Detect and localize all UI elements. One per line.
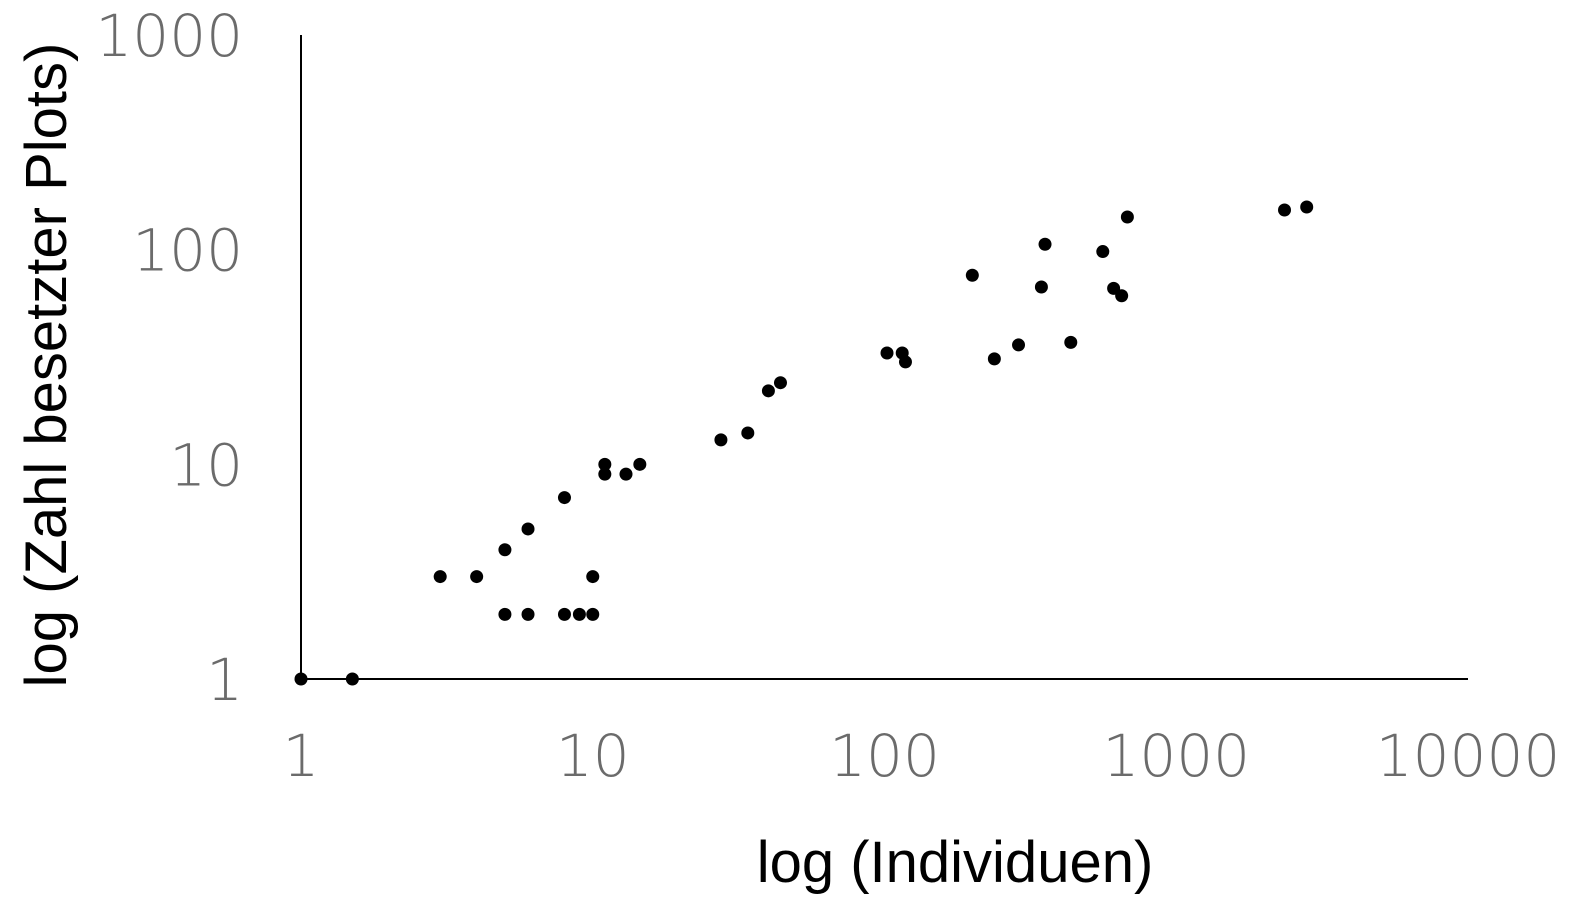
data-point	[1012, 338, 1026, 352]
data-point	[761, 384, 775, 398]
x-tick-label: 10000	[1376, 722, 1561, 790]
data-point	[1115, 289, 1129, 303]
x-tick-label: 1	[283, 722, 320, 790]
data-point	[521, 607, 535, 621]
data-point	[1064, 335, 1078, 349]
data-point	[1278, 203, 1292, 217]
data-point	[1034, 280, 1048, 294]
data-point	[1096, 245, 1110, 259]
data-point	[633, 457, 647, 471]
data-point	[880, 346, 894, 360]
data-point	[1300, 200, 1314, 214]
data-point	[898, 355, 912, 369]
data-point	[345, 672, 359, 686]
data-point	[572, 607, 586, 621]
data-point	[433, 570, 447, 584]
data-point	[1038, 237, 1052, 251]
x-tick-label: 10	[556, 722, 630, 790]
data-point	[586, 570, 600, 584]
x-tick-label: 1000	[1102, 722, 1250, 790]
y-tick-labels: 1 10 100 1000	[95, 2, 243, 714]
data-point	[965, 268, 979, 282]
data-points	[294, 200, 1314, 686]
data-point	[773, 376, 787, 390]
y-tick-label: 1	[206, 646, 243, 714]
data-point	[1120, 210, 1134, 224]
data-point	[714, 433, 728, 447]
y-tick-label: 100	[132, 217, 243, 285]
data-point	[294, 672, 308, 686]
x-tick-labels: 1 10 100 1000 10000	[283, 722, 1561, 790]
y-tick-label: 10	[169, 431, 243, 499]
data-point	[498, 543, 512, 557]
data-point	[598, 457, 612, 471]
x-axis-title: log (Individuen)	[757, 830, 1154, 895]
data-point	[586, 607, 600, 621]
data-point	[987, 352, 1001, 366]
data-point	[741, 426, 755, 440]
x-tick-label: 100	[829, 722, 940, 790]
data-point	[470, 570, 484, 584]
data-point	[598, 467, 612, 481]
data-point	[557, 607, 571, 621]
data-point	[521, 522, 535, 536]
data-point	[557, 491, 571, 505]
y-tick-label: 1000	[95, 2, 243, 70]
data-point	[619, 467, 633, 481]
data-point	[498, 607, 512, 621]
axes	[300, 35, 1468, 680]
y-axis-title: log (Zahl besetzter Plots)	[14, 43, 79, 688]
